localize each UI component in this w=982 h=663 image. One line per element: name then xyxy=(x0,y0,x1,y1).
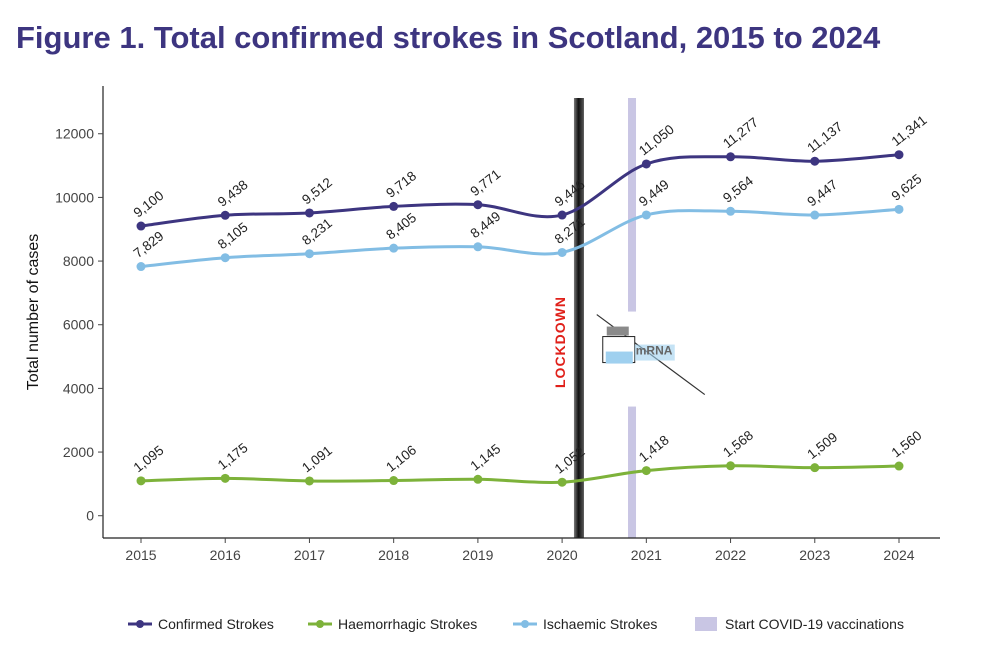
y-tick-label: 0 xyxy=(86,508,94,524)
y-axis-label: Total number of cases xyxy=(25,234,42,391)
data-point-ischaemic-strokes xyxy=(557,247,567,257)
data-label-confirmed-strokes: 9,438 xyxy=(215,177,251,210)
data-label-ischaemic-strokes: 8,449 xyxy=(468,209,504,242)
data-point-confirmed-strokes xyxy=(473,200,483,210)
legend-label: Start COVID-19 vaccinations xyxy=(725,616,904,632)
vial-liquid xyxy=(605,351,633,364)
data-point-confirmed-strokes xyxy=(557,210,567,220)
data-point-ischaemic-strokes xyxy=(304,249,314,259)
x-tick-label: 2015 xyxy=(125,547,156,563)
data-label-confirmed-strokes: 9,718 xyxy=(383,168,419,201)
data-label-haemorrhagic-strokes: 1,418 xyxy=(636,432,672,465)
data-point-confirmed-strokes xyxy=(136,221,146,231)
mrna-icon-label: mRNA xyxy=(636,344,673,358)
y-tick-label: 4000 xyxy=(63,380,94,396)
lockdown-label: LOCKDOWN xyxy=(552,296,568,388)
data-label-confirmed-strokes: 11,341 xyxy=(889,112,930,149)
data-point-confirmed-strokes xyxy=(726,152,736,162)
data-label-ischaemic-strokes: 9,449 xyxy=(636,177,672,210)
data-point-haemorrhagic-strokes xyxy=(894,461,904,471)
syringe-barrel xyxy=(634,344,675,361)
data-point-confirmed-strokes xyxy=(304,208,314,218)
series-line-confirmed-strokes xyxy=(139,153,901,228)
series-line-haemorrhagic-strokes xyxy=(139,464,901,485)
x-tick-label: 2019 xyxy=(462,547,493,563)
data-label-confirmed-strokes: 11,137 xyxy=(804,119,845,156)
data-point-haemorrhagic-strokes xyxy=(557,477,567,487)
x-tick-label: 2016 xyxy=(210,547,241,563)
y-tick-label: 6000 xyxy=(63,317,94,333)
x-tick-label: 2024 xyxy=(883,547,914,563)
data-label-confirmed-strokes: 9,771 xyxy=(468,166,504,199)
data-label-haemorrhagic-strokes: 1,568 xyxy=(720,428,756,461)
data-point-ischaemic-strokes xyxy=(810,210,820,220)
data-label-haemorrhagic-strokes: 1,560 xyxy=(889,428,925,461)
y-tick-label: 8000 xyxy=(63,253,94,269)
mrna-vaccine-icon: mRNA xyxy=(594,311,725,407)
data-point-ischaemic-strokes xyxy=(641,210,651,220)
data-point-haemorrhagic-strokes xyxy=(641,466,651,476)
data-point-confirmed-strokes xyxy=(220,210,230,220)
x-tick-label: 2020 xyxy=(547,547,578,563)
legend-swatch-point xyxy=(136,620,144,628)
x-tick-label: 2023 xyxy=(799,547,830,563)
legend-item-confirmed-strokes: Confirmed Strokes xyxy=(128,616,274,632)
data-point-haemorrhagic-strokes xyxy=(220,473,230,483)
chart-title: Figure 1. Total confirmed strokes in Sco… xyxy=(16,20,881,55)
data-point-haemorrhagic-strokes xyxy=(136,476,146,486)
y-tick-label: 2000 xyxy=(63,444,94,460)
vial-cap xyxy=(606,326,629,336)
data-label-ischaemic-strokes: 9,564 xyxy=(720,173,756,206)
data-label-ischaemic-strokes: 8,405 xyxy=(383,210,419,243)
data-label-ischaemic-strokes: 9,625 xyxy=(889,171,925,204)
legend-item-start-covid-19-vaccinations: Start COVID-19 vaccinations xyxy=(695,616,904,632)
data-point-ischaemic-strokes xyxy=(136,262,146,272)
data-label-ischaemic-strokes: 7,829 xyxy=(131,228,167,261)
y-tick-label: 10000 xyxy=(55,189,94,205)
data-point-haemorrhagic-strokes xyxy=(389,476,399,486)
legend-item-ischaemic-strokes: Ischaemic Strokes xyxy=(513,616,657,632)
lockdown-line xyxy=(573,98,584,538)
data-label-confirmed-strokes: 11,050 xyxy=(636,122,677,159)
legend-label: Confirmed Strokes xyxy=(158,616,274,632)
data-point-ischaemic-strokes xyxy=(389,243,399,253)
data-label-ischaemic-strokes: 8,231 xyxy=(299,215,335,248)
data-point-haemorrhagic-strokes xyxy=(726,461,736,471)
data-point-haemorrhagic-strokes xyxy=(810,463,820,473)
data-label-ischaemic-strokes: 8,105 xyxy=(215,219,251,252)
data-label-confirmed-strokes: 9,100 xyxy=(131,188,167,221)
legend-label: Ischaemic Strokes xyxy=(543,616,657,632)
data-label-haemorrhagic-strokes: 1,175 xyxy=(215,440,251,473)
data-point-confirmed-strokes xyxy=(389,201,399,211)
y-tick-label: 12000 xyxy=(55,126,94,142)
data-label-haemorrhagic-strokes: 1,106 xyxy=(383,442,419,475)
data-point-haemorrhagic-strokes xyxy=(473,474,483,484)
legend-swatch-band xyxy=(695,617,717,631)
data-label-haemorrhagic-strokes: 1,091 xyxy=(299,443,335,476)
legend-label: Haemorrhagic Strokes xyxy=(338,616,477,632)
data-label-haemorrhagic-strokes: 1,145 xyxy=(468,441,504,474)
series-line-ischaemic-strokes xyxy=(139,207,901,269)
data-point-confirmed-strokes xyxy=(894,150,904,160)
legend-item-haemorrhagic-strokes: Haemorrhagic Strokes xyxy=(308,616,477,632)
data-point-ischaemic-strokes xyxy=(220,253,230,263)
data-label-ischaemic-strokes: 9,447 xyxy=(804,177,840,210)
data-point-confirmed-strokes xyxy=(810,156,820,166)
legend-swatch-point xyxy=(316,620,324,628)
x-tick-label: 2022 xyxy=(715,547,746,563)
data-label-haemorrhagic-strokes: 1,509 xyxy=(804,429,840,462)
legend-swatch-point xyxy=(521,620,529,628)
data-label-confirmed-strokes: 9,512 xyxy=(299,175,335,208)
x-tick-label: 2017 xyxy=(294,547,325,563)
data-point-ischaemic-strokes xyxy=(726,206,736,216)
data-point-ischaemic-strokes xyxy=(473,242,483,252)
data-label-confirmed-strokes: 11,277 xyxy=(720,114,761,151)
x-tick-label: 2021 xyxy=(631,547,662,563)
data-point-haemorrhagic-strokes xyxy=(304,476,314,486)
x-tick-label: 2018 xyxy=(378,547,409,563)
data-point-ischaemic-strokes xyxy=(894,204,904,214)
data-label-haemorrhagic-strokes: 1,095 xyxy=(131,443,167,476)
data-point-confirmed-strokes xyxy=(641,159,651,169)
